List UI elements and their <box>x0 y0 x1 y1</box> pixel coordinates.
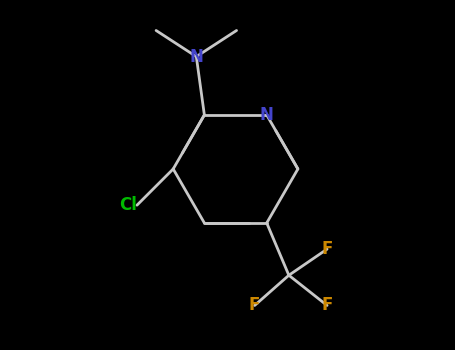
Text: Cl: Cl <box>119 196 137 214</box>
Text: F: F <box>321 240 333 258</box>
Text: N: N <box>189 48 203 66</box>
Text: N: N <box>260 106 273 124</box>
Text: F: F <box>321 296 333 314</box>
Text: F: F <box>249 296 260 314</box>
